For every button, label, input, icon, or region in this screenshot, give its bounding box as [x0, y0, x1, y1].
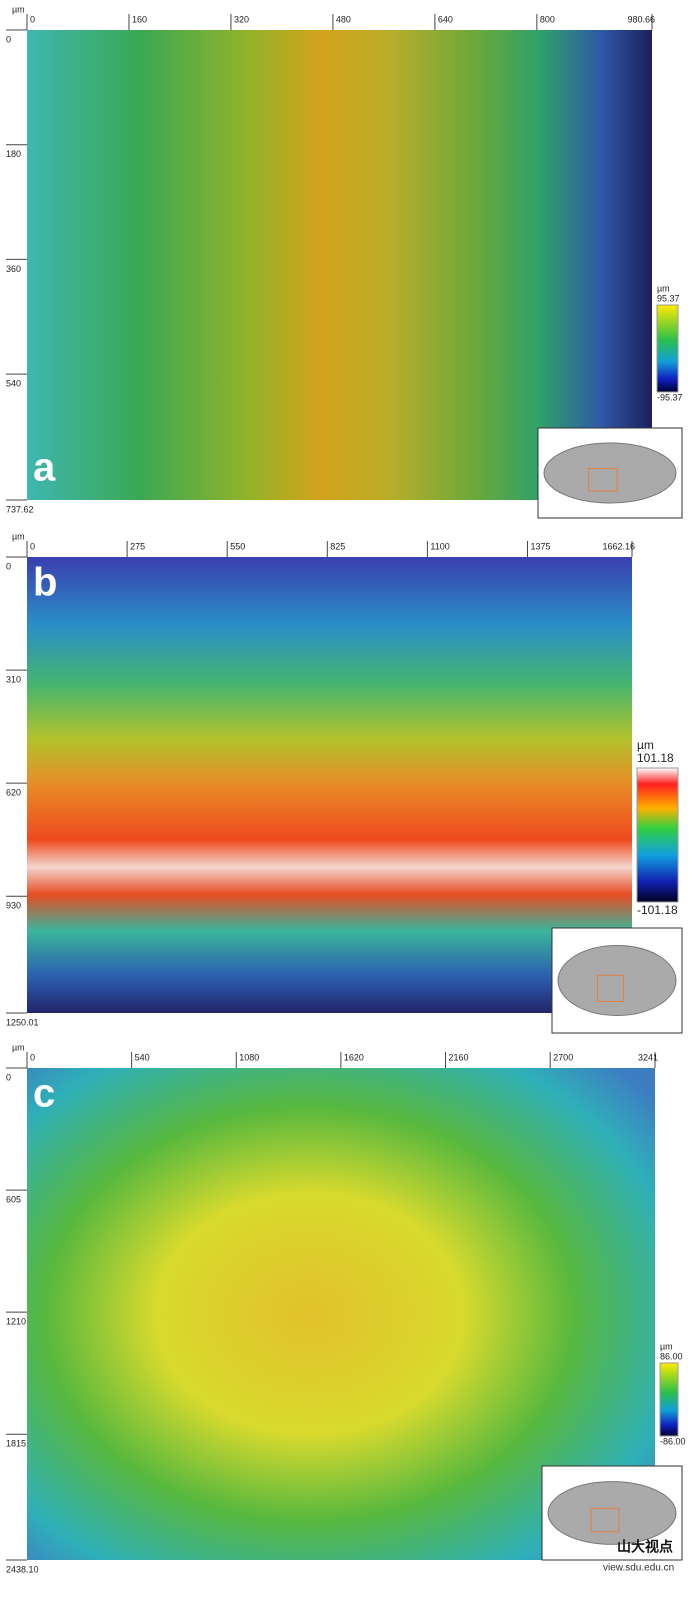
panel-label: a	[33, 446, 56, 490]
x-tick-label: 3241	[638, 1052, 658, 1062]
colorbar-max: 95.37	[657, 293, 680, 303]
y-tick-label: 620	[6, 788, 21, 798]
x-tick-label: 1100	[430, 541, 449, 551]
x-tick-label: 1375	[530, 541, 550, 551]
colorbar-max: 101.18	[637, 751, 674, 765]
height-map	[27, 557, 632, 1013]
colorbar-unit: µm	[637, 738, 654, 752]
colorbar-min: -101.18	[637, 903, 678, 917]
panel-label: b	[33, 561, 57, 605]
y-tick-label: 1210	[6, 1317, 26, 1327]
y-tick-label: 2438.10	[6, 1564, 39, 1574]
panel-label: c	[33, 1072, 55, 1116]
x-tick-label: 1620	[344, 1052, 364, 1062]
x-tick-label: 0	[30, 14, 35, 24]
colorbar	[659, 1362, 679, 1437]
x-tick-label: 540	[135, 1052, 150, 1062]
x-tick-label: 825	[330, 541, 345, 551]
colorbar-unit: µm	[660, 1341, 673, 1351]
x-tick-label: 275	[130, 541, 145, 551]
x-tick-label: 640	[438, 14, 453, 24]
y-tick-label: 737.62	[6, 504, 34, 514]
height-map	[27, 30, 652, 500]
x-tick-label: 1080	[239, 1052, 259, 1062]
x-tick-label: 800	[540, 14, 555, 24]
watermark-name: 山大视点	[617, 1539, 673, 1555]
x-tick-label: 2160	[449, 1052, 469, 1062]
y-tick-label: 1250.01	[6, 1017, 39, 1027]
y-tick-label: 1815	[6, 1439, 26, 1449]
inset-roi	[597, 974, 624, 1002]
x-tick-label: 160	[132, 14, 147, 24]
colorbar	[636, 767, 679, 903]
x-tick-label: 0	[30, 1052, 35, 1062]
x-tick-label: 980.66	[627, 14, 655, 24]
y-tick-label: 0	[6, 561, 11, 571]
colorbar-min: -86.00	[660, 1436, 686, 1446]
x-tick-label: 0	[30, 541, 35, 551]
x-tick-label: 2700	[553, 1052, 573, 1062]
inset-roi	[590, 1507, 620, 1533]
axis-unit: µm	[12, 4, 25, 14]
y-tick-label: 0	[6, 1072, 11, 1082]
x-tick-label: 320	[234, 14, 249, 24]
x-tick-label: 550	[230, 541, 245, 551]
inset-specimen	[547, 1481, 677, 1545]
axis-unit: µm	[12, 1042, 25, 1052]
colorbar-min: -95.37	[657, 392, 683, 402]
inset-roi	[587, 468, 618, 492]
y-tick-label: 605	[6, 1194, 21, 1204]
colorbar	[656, 304, 679, 393]
inset-specimen	[557, 945, 677, 1016]
watermark-url: view.sdu.edu.cn	[603, 1563, 674, 1574]
y-tick-label: 180	[6, 149, 21, 159]
inset-specimen	[543, 442, 677, 504]
y-tick-label: 360	[6, 264, 21, 274]
y-tick-label: 310	[6, 674, 21, 684]
x-tick-label: 1662.16	[602, 541, 635, 551]
y-tick-label: 0	[6, 34, 11, 44]
x-tick-label: 480	[336, 14, 351, 24]
colorbar-unit: µm	[657, 283, 670, 293]
axis-unit: µm	[12, 531, 25, 541]
y-tick-label: 930	[6, 901, 21, 911]
y-tick-label: 540	[6, 378, 21, 388]
colorbar-max: 86.00	[660, 1351, 683, 1361]
